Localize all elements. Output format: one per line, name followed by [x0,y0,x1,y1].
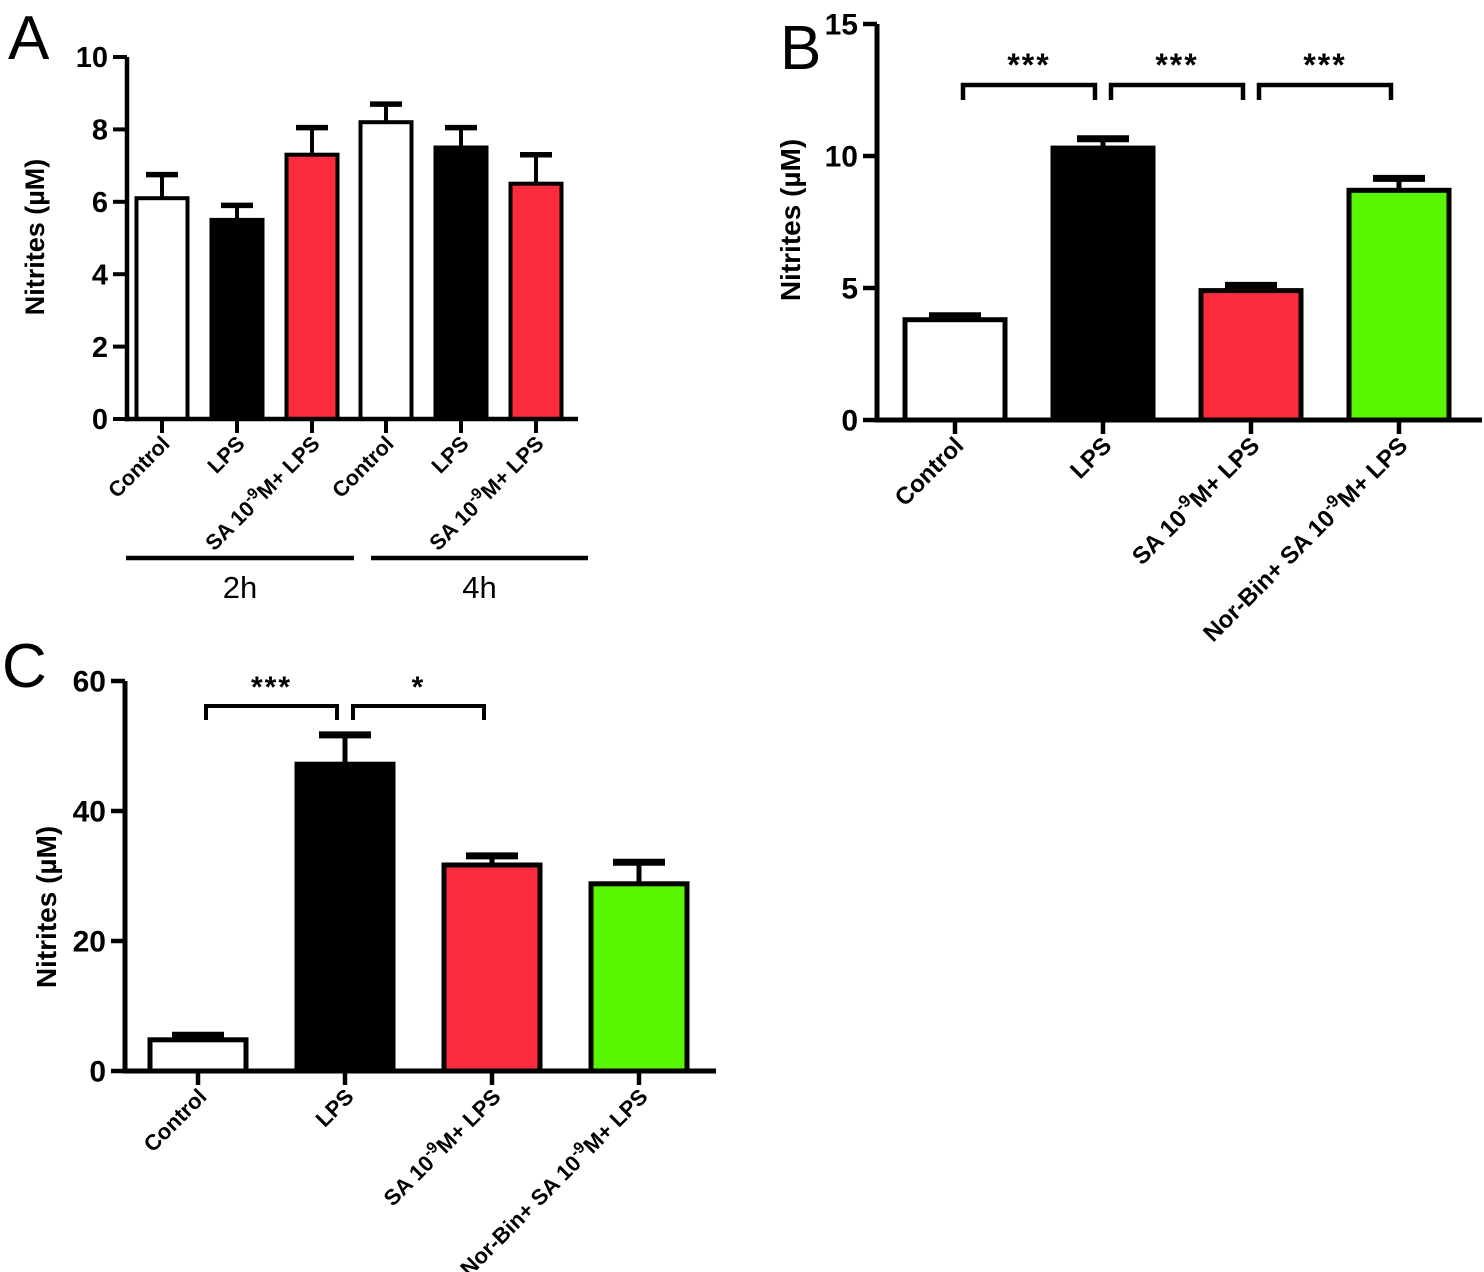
y-tick-label: 0 [92,404,108,436]
significance-stars: *** [1155,47,1198,83]
bar [147,1037,249,1074]
significance-stars: *** [1007,47,1050,83]
y-tick-label: 10 [76,42,108,74]
significance-stars: *** [1303,47,1346,83]
y-tick-label: 15 [825,9,858,42]
significance-bracket [351,704,486,720]
y-tick-label: 2 [92,332,108,364]
group-label: 4h [462,570,496,605]
bar [358,120,414,421]
panel-letter-c: C [2,632,47,701]
bar [1346,187,1452,423]
significance-bracket [1256,82,1394,100]
bar [1198,288,1304,423]
x-category-label: LPS [1065,432,1117,484]
bar [284,152,340,421]
y-tick-label: 5 [841,273,858,306]
y-tick-label: 8 [92,115,108,147]
y-tick-label: 0 [89,1056,106,1089]
bar [433,145,489,421]
significance-stars: * [412,671,426,704]
bar [508,181,564,421]
panel-letter-b: B [780,14,822,83]
bar [902,317,1008,423]
x-category-label: LPS [427,432,474,479]
y-tick-label: 0 [841,405,858,438]
x-category-label: Control [104,432,175,503]
significance-bracket [960,82,1098,100]
x-category-label: LPS [203,432,250,479]
bar [588,881,690,1074]
x-category-label: Control [890,432,969,511]
x-category-label: Control [139,1084,212,1157]
x-category-label: SA 10-9M+ LPS [377,1082,505,1210]
bar [134,196,190,421]
x-category-label: LPS [311,1084,359,1132]
y-axis-title: Nitrites (µM) [31,826,62,988]
y-tick-label: 6 [92,187,108,219]
group-label: 2h [223,570,257,605]
y-tick-label: 40 [73,796,106,829]
y-axis-title: Nitrites (µM) [20,159,50,316]
y-axis-title: Nitrites (µM) [775,139,806,301]
y-tick-label: 20 [73,926,106,959]
x-category-label: SA 10-9M+ LPS [1123,429,1265,571]
panel-letter-a: A [8,4,50,73]
x-category-label: Control [328,432,399,503]
y-tick-label: 4 [92,259,108,291]
panel-c-chart: 0 20 40 60 Nitrites (µM) Control LPS SA 10-9M+ … [31,666,716,1272]
bar [209,217,265,421]
y-tick-label: 60 [73,666,106,699]
panel-c: 0 20 40 60 Nitrites (µM) Control LPS SA 10-9M+ … [0,640,740,1272]
y-tick-label: 10 [825,141,858,174]
significance-bracket [204,704,339,720]
bar [294,761,396,1074]
bar [441,862,543,1074]
bar [1050,145,1156,423]
panel-b: 0 5 10 15 Nitrites (µM) Control LPS SA 10-9M+ L… [740,0,1484,700]
panel-a: 0 2 4 6 8 10 Nitrites (µM) Control LPS SA 10-9M+ … [0,0,740,640]
significance-stars: *** [251,671,292,704]
significance-bracket [1108,82,1246,100]
